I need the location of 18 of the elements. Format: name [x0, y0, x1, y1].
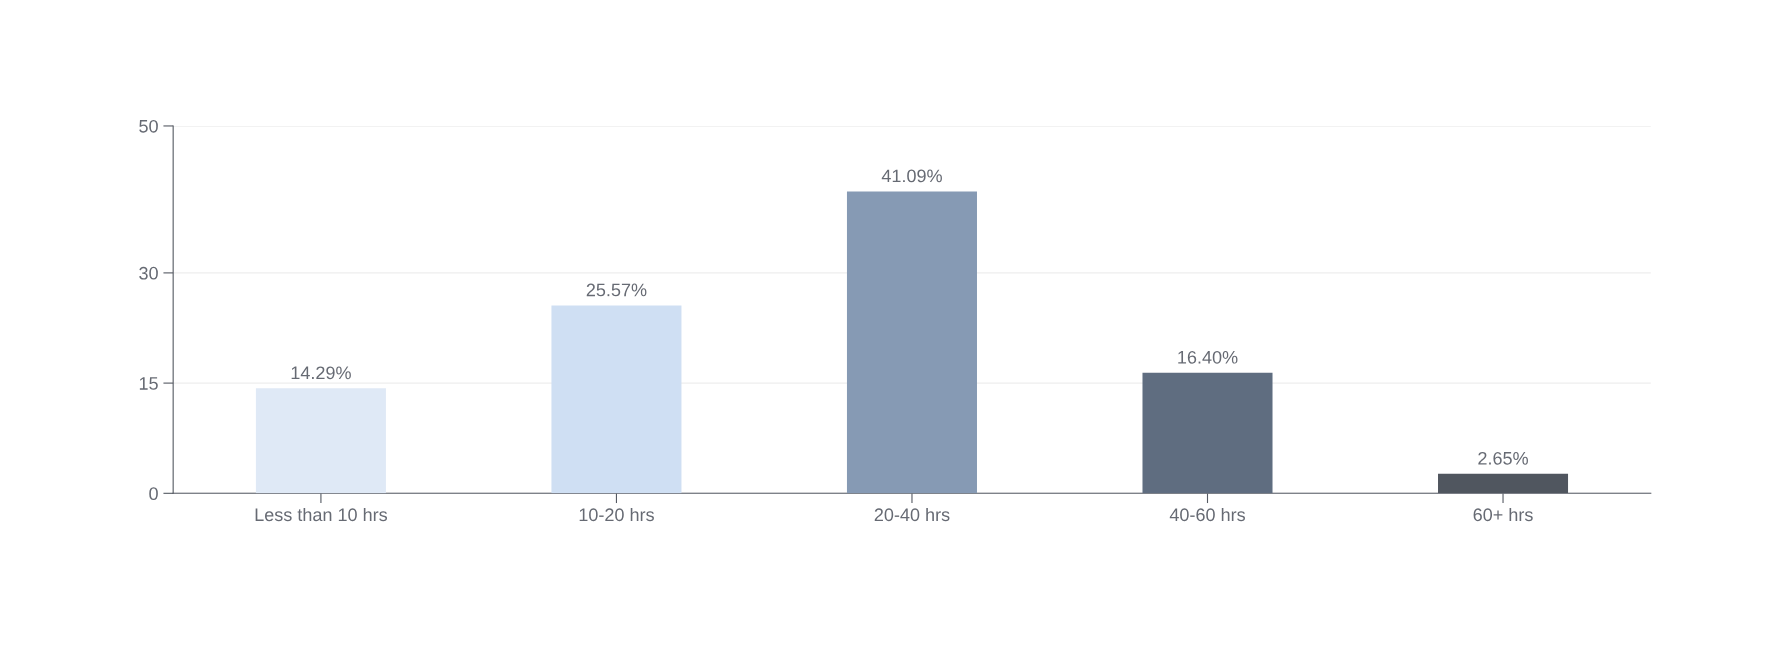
- data-label: 2.65%: [1478, 451, 1528, 465]
- data-label: 41.09%: [881, 169, 942, 183]
- y-tick-label: 15: [139, 377, 158, 390]
- y-tick-label: 50: [139, 119, 158, 133]
- y-tick-label: 30: [139, 266, 158, 280]
- data-label: 25.57%: [586, 283, 647, 297]
- bar: [1142, 372, 1273, 494]
- bar: [551, 305, 682, 494]
- data-label: 14.29%: [291, 366, 351, 380]
- bar: [255, 388, 386, 494]
- data-label: 16.40%: [1178, 350, 1238, 364]
- x-tick-label: 10-20 hrs: [579, 507, 654, 522]
- x-tick-label: Less than 10 hrs: [255, 507, 388, 522]
- x-tick-label: 20-40 hrs: [874, 507, 950, 522]
- y-tick-label: 0: [149, 487, 158, 501]
- x-tick-label: 40-60 hrs: [1169, 507, 1245, 522]
- x-tick-label: 60+ hrs: [1473, 507, 1533, 522]
- bar: [846, 191, 977, 494]
